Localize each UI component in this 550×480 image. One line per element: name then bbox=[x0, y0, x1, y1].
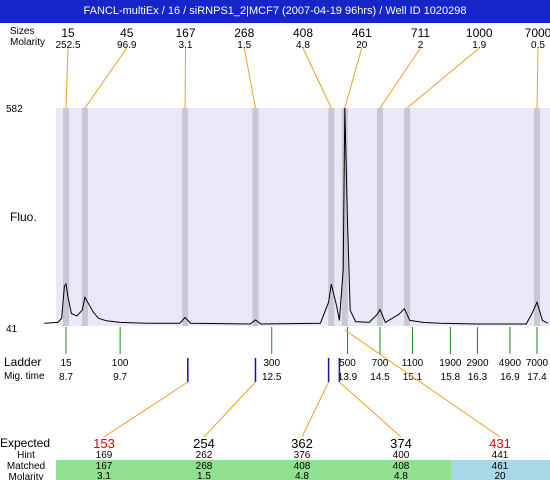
peak-size-label: 167 bbox=[175, 26, 195, 40]
unmatched-row-bg bbox=[451, 460, 550, 480]
matched-value: 167 bbox=[96, 461, 113, 472]
hint-value: 262 bbox=[196, 450, 213, 461]
expected-connector bbox=[301, 381, 330, 438]
ladder-time-label: 15.8 bbox=[441, 372, 461, 383]
matched-row-bg bbox=[56, 460, 451, 480]
mig-time-row-label: Mig. time bbox=[4, 371, 45, 382]
sizes-row-label: Sizes bbox=[10, 26, 34, 37]
peak-size-label: 7000 bbox=[525, 26, 550, 40]
y-axis-label: Fluo. bbox=[10, 210, 37, 224]
expected-connector bbox=[344, 329, 501, 438]
expected-size-label: 431 bbox=[489, 436, 511, 451]
expected-connector bbox=[203, 381, 256, 438]
ladder-time-label: 16.9 bbox=[500, 372, 520, 383]
peak-molarity-label: 3.1 bbox=[179, 40, 193, 51]
chart-title: FANCL-multiEx / 16 / siRNPS1_2|MCF7 (200… bbox=[83, 5, 467, 17]
peak-molarity-label: 4.8 bbox=[296, 40, 310, 51]
matched-value: 268 bbox=[196, 461, 213, 472]
matched-value: 408 bbox=[393, 461, 410, 472]
ladder-time-label: 13.9 bbox=[338, 372, 358, 383]
peak-band bbox=[534, 108, 540, 326]
peak-molarity-label: 0.5 bbox=[531, 40, 545, 51]
expected-size-label: 254 bbox=[193, 436, 215, 451]
expected-connector bbox=[103, 381, 189, 438]
y-tick-max: 582 bbox=[6, 104, 23, 115]
peak-connector bbox=[536, 47, 539, 109]
expected-connector bbox=[339, 381, 402, 438]
expected-row-label: Expected bbox=[0, 436, 50, 450]
peak-size-label: 45 bbox=[120, 26, 134, 40]
peak-band bbox=[341, 108, 348, 326]
ladder-size-label: 1100 bbox=[402, 358, 424, 369]
ladder-size-label: 700 bbox=[372, 358, 389, 369]
molarity-bottom-row-label: Molarity bbox=[8, 472, 43, 480]
matched-row-label: Matched bbox=[7, 461, 45, 472]
peak-connector bbox=[84, 47, 128, 109]
peak-connector bbox=[344, 47, 363, 109]
ladder-size-label: 4900 bbox=[499, 358, 522, 369]
molarity-value: 3.1 bbox=[97, 471, 111, 480]
peak-molarity-label: 252.5 bbox=[55, 40, 80, 51]
peak-molarity-label: 1.5 bbox=[237, 40, 251, 51]
peak-connector bbox=[379, 47, 421, 109]
ladder-row-label: Ladder bbox=[4, 355, 41, 369]
peak-size-label: 408 bbox=[293, 26, 313, 40]
fluorescence-trace bbox=[44, 107, 549, 325]
peak-connector bbox=[406, 47, 480, 109]
peak-size-label: 268 bbox=[234, 26, 254, 40]
peak-size-label: 15 bbox=[61, 26, 75, 40]
y-tick-min: 41 bbox=[6, 324, 18, 335]
peak-band bbox=[182, 108, 189, 326]
ladder-time-label: 8.7 bbox=[59, 372, 73, 383]
ladder-time-label: 12.5 bbox=[262, 372, 282, 383]
ladder-size-label: 100 bbox=[112, 358, 129, 369]
ladder-size-label: 1900 bbox=[439, 358, 462, 369]
peak-band bbox=[81, 108, 88, 326]
matched-value: 461 bbox=[492, 461, 509, 472]
peak-band bbox=[252, 108, 259, 326]
molarity-value: 4.8 bbox=[295, 471, 309, 480]
ladder-time-label: 9.7 bbox=[113, 372, 127, 383]
peak-connector bbox=[302, 47, 332, 109]
chart-title-bar: FANCL-multiEx / 16 / siRNPS1_2|MCF7 (200… bbox=[0, 0, 550, 23]
molarity-value: 4.8 bbox=[394, 471, 408, 480]
ladder-size-label: 500 bbox=[339, 358, 356, 369]
peak-size-label: 711 bbox=[411, 26, 430, 40]
peak-molarity-label: 20 bbox=[356, 40, 368, 51]
peak-size-label: 461 bbox=[352, 26, 372, 40]
molarity-value: 20 bbox=[494, 471, 506, 480]
peak-band bbox=[63, 108, 69, 326]
ladder-size-label: 300 bbox=[263, 358, 280, 369]
peak-band bbox=[377, 108, 383, 326]
ladder-time-label: 16.3 bbox=[468, 372, 488, 383]
peak-molarity-label: 96.9 bbox=[117, 40, 137, 51]
peak-connector bbox=[243, 47, 256, 109]
expected-size-label: 153 bbox=[93, 436, 115, 451]
molarity-value: 1.5 bbox=[197, 471, 211, 480]
peak-molarity-label: 1.9 bbox=[472, 40, 486, 51]
peak-molarity-label: 2 bbox=[418, 40, 424, 51]
hint-value: 400 bbox=[393, 450, 410, 461]
expected-size-label: 374 bbox=[390, 436, 412, 451]
ladder-size-label: 15 bbox=[60, 358, 72, 369]
expected-size-label: 362 bbox=[291, 436, 313, 451]
ladder-size-label: 7000 bbox=[526, 358, 549, 369]
ladder-time-label: 15.1 bbox=[403, 372, 423, 383]
ladder-time-label: 14.5 bbox=[370, 372, 390, 383]
ladder-time-label: 17.4 bbox=[527, 372, 547, 383]
peak-band bbox=[404, 108, 411, 326]
peak-size-label: 1000 bbox=[466, 26, 493, 40]
molarity-row-label: Molarity bbox=[10, 37, 45, 48]
hint-value: 376 bbox=[294, 450, 311, 461]
ladder-size-label: 2900 bbox=[466, 358, 489, 369]
hint-row-label: Hint bbox=[17, 450, 35, 461]
hint-value: 169 bbox=[96, 450, 113, 461]
plot-area bbox=[56, 108, 550, 326]
peak-band bbox=[328, 108, 335, 326]
hint-value: 441 bbox=[492, 450, 509, 461]
matched-value: 408 bbox=[294, 461, 311, 472]
peak-connector bbox=[65, 47, 69, 109]
